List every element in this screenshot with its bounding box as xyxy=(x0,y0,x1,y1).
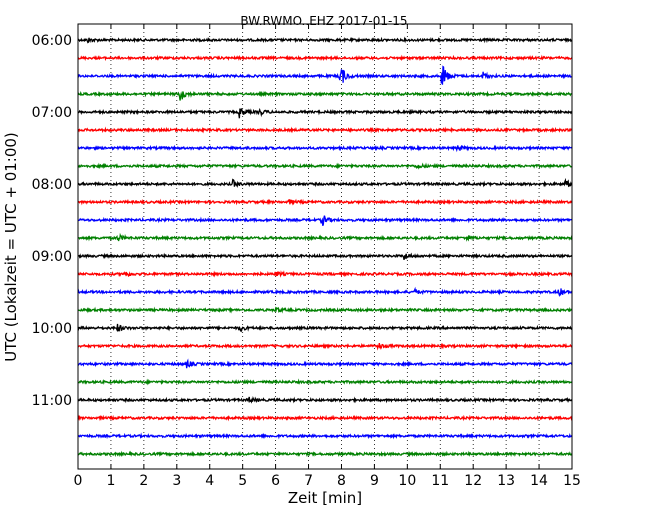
trace-lines xyxy=(77,36,573,458)
x-tick-label: 8 xyxy=(337,473,346,489)
trace-line xyxy=(77,378,573,386)
x-tick-label: 6 xyxy=(271,473,280,489)
trace-line xyxy=(77,54,573,62)
trace-line xyxy=(77,215,573,227)
trace-line xyxy=(77,162,573,170)
trace-line xyxy=(77,306,573,314)
y-axis-label: UTC (Lokalzeit = UTC + 01:00) xyxy=(2,132,20,362)
y-ticks: 06:00 07:00 08:00 09:00 10:00 11:00 xyxy=(32,33,572,409)
trace-line xyxy=(77,144,573,153)
x-tick-label: 14 xyxy=(530,473,548,489)
trace-line xyxy=(77,126,573,134)
x-tick-label: 13 xyxy=(497,473,515,489)
y-tick-label: 09:00 xyxy=(32,249,72,265)
trace-line xyxy=(77,342,573,351)
trace-line xyxy=(77,414,573,422)
x-tick-label: 2 xyxy=(139,473,148,489)
x-ticks: 0 1 2 3 4 5 6 7 8 9 10 11 12 13 14 15 xyxy=(74,24,581,489)
x-tick-label: 5 xyxy=(238,473,247,489)
trace-line xyxy=(77,198,573,206)
trace-line xyxy=(77,358,573,369)
trace-line xyxy=(77,90,573,101)
trace-line xyxy=(77,177,573,188)
y-tick-label: 11:00 xyxy=(32,393,72,409)
trace-line xyxy=(77,270,573,278)
y-tick-label: 06:00 xyxy=(32,33,72,49)
x-tick-label: 1 xyxy=(106,473,115,489)
trace-line xyxy=(77,395,573,404)
y-tick-label: 08:00 xyxy=(32,177,72,193)
x-tick-label: 15 xyxy=(563,473,581,489)
x-tick-label: 7 xyxy=(304,473,313,489)
x-tick-label: 12 xyxy=(464,473,482,489)
trace-line xyxy=(77,107,573,119)
trace-line xyxy=(77,450,573,458)
x-tick-label: 11 xyxy=(431,473,449,489)
trace-line xyxy=(77,252,573,261)
grid-lines xyxy=(110,24,540,469)
x-tick-label: 9 xyxy=(370,473,379,489)
trace-line xyxy=(77,286,573,298)
trace-line xyxy=(77,323,573,333)
x-axis-label: Zeit [min] xyxy=(288,489,362,507)
trace-line xyxy=(77,65,573,85)
y-tick-label: 07:00 xyxy=(32,105,72,121)
trace-line xyxy=(77,36,573,44)
x-tick-label: 3 xyxy=(172,473,181,489)
x-tick-label: 10 xyxy=(398,473,416,489)
y-tick-label: 10:00 xyxy=(32,321,72,337)
chart-title: BW.RWMO..EHZ 2017-01-15 xyxy=(240,14,407,28)
x-tick-label: 4 xyxy=(205,473,214,489)
trace-line xyxy=(77,432,573,440)
x-tick-label: 0 xyxy=(74,473,83,489)
plot-frame xyxy=(77,23,573,470)
trace-line xyxy=(77,232,573,242)
